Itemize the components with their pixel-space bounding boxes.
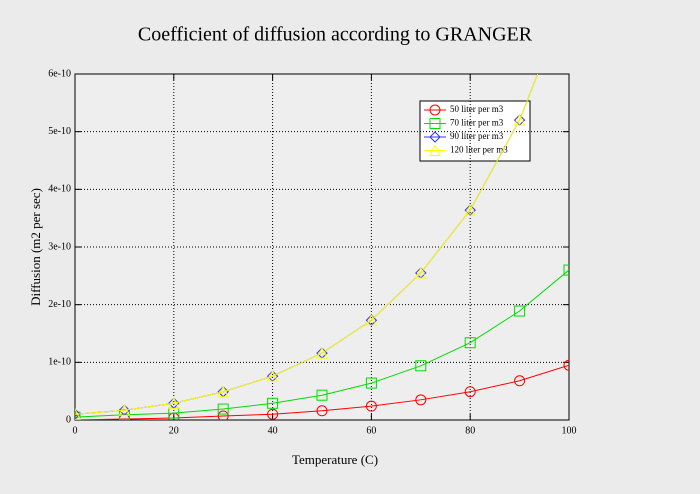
marker <box>267 397 279 409</box>
marker <box>414 266 427 279</box>
marker <box>563 359 569 371</box>
marker <box>316 405 328 417</box>
marker <box>75 411 81 420</box>
legend-label: 70 liter per m3 <box>450 118 504 128</box>
marker <box>75 408 81 420</box>
x-tick-label: 60 <box>366 425 376 436</box>
legend-label: 50 liter per m3 <box>450 104 504 114</box>
marker <box>365 377 377 389</box>
y-tick-label: 3e-10 <box>48 241 71 252</box>
x-tick-label: 80 <box>465 425 475 436</box>
marker <box>316 346 328 359</box>
series-layer <box>75 74 569 420</box>
legend-label: 90 liter per m3 <box>450 131 504 141</box>
y-tick-label: 1e-10 <box>48 357 71 368</box>
marker <box>217 385 230 398</box>
marker <box>415 360 427 372</box>
marker <box>563 264 569 276</box>
marker <box>464 386 476 398</box>
chart-title: Coefficient of diffusion according to GR… <box>138 24 533 46</box>
marker <box>365 400 377 412</box>
y-axis-label: Diffusion (m2 per sec) <box>28 188 43 306</box>
marker <box>429 118 441 129</box>
marker <box>75 408 81 420</box>
marker <box>365 314 378 326</box>
marker <box>316 389 328 401</box>
x-tick-label: 0 <box>73 425 78 436</box>
series-line <box>75 364 569 420</box>
marker <box>429 104 441 116</box>
marker <box>464 337 476 349</box>
marker <box>513 114 526 126</box>
marker <box>167 397 180 409</box>
marker <box>514 305 526 317</box>
y-tick-label: 5e-10 <box>48 126 71 137</box>
marker <box>266 370 279 382</box>
series-line <box>75 269 569 418</box>
y-tick-label: 2e-10 <box>48 299 71 310</box>
x-tick-label: 20 <box>169 425 179 436</box>
y-tick-label: 6e-10 <box>48 68 71 79</box>
marker <box>118 404 131 416</box>
marker <box>514 375 526 387</box>
x-tick-label: 40 <box>268 425 278 436</box>
marker <box>429 144 441 156</box>
x-tick-label: 100 <box>562 425 577 436</box>
y-tick-label: 0 <box>66 414 71 425</box>
marker <box>217 410 229 420</box>
legend-label: 120 liter per m3 <box>450 145 508 155</box>
series-line <box>75 74 539 415</box>
marker <box>267 408 279 420</box>
marker <box>429 131 441 143</box>
x-axis-label: Temperature (C) <box>292 452 378 467</box>
marker <box>217 403 229 415</box>
y-tick-label: 4e-10 <box>48 184 71 195</box>
legend: 50 liter per m3 70 liter per m3 90 liter p… <box>419 100 531 162</box>
marker <box>464 203 477 216</box>
marker <box>415 394 427 406</box>
